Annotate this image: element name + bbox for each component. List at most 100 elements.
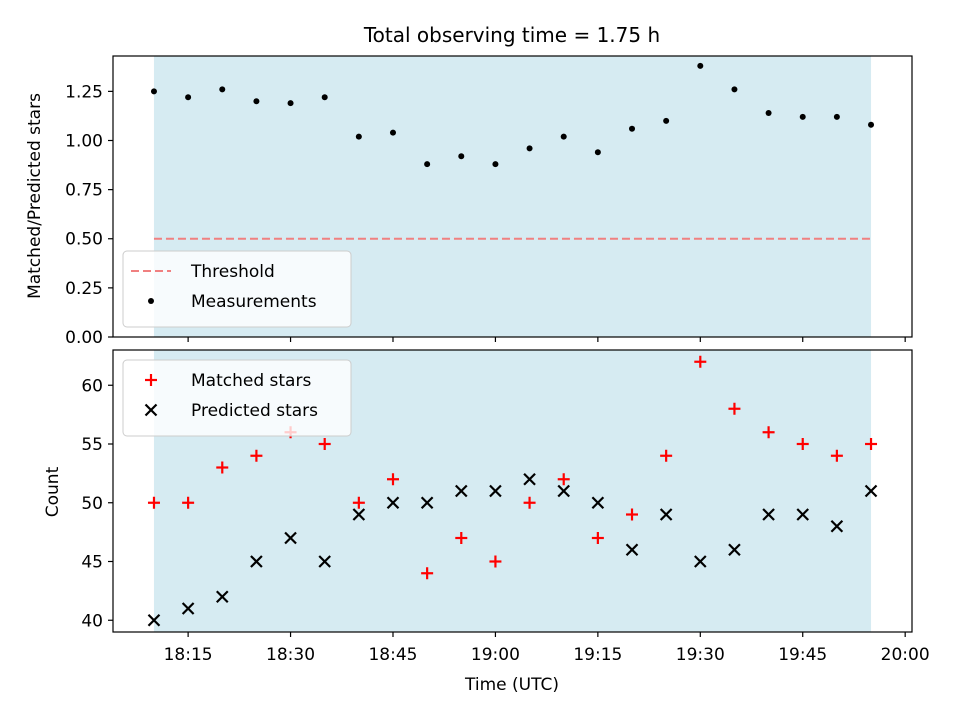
- x-tick-label: 18:45: [368, 645, 417, 665]
- matched-stars-point: [591, 532, 604, 544]
- matched-stars-point: [557, 473, 570, 486]
- predicted-stars-point: [455, 484, 468, 498]
- measurements-point: [492, 161, 499, 168]
- x-axis-label: Time (UTC): [464, 675, 559, 695]
- matched-stars-point: [352, 496, 365, 509]
- y-tick-label: 0.75: [65, 181, 103, 201]
- legend-predicted-stars-swatch: [144, 403, 158, 417]
- x-tick-label: 19:45: [778, 645, 827, 665]
- predicted-stars-point: [694, 555, 707, 568]
- predicted-stars-point: [625, 543, 639, 557]
- y-tick-label: 55: [81, 435, 103, 455]
- measurements-point: [458, 153, 465, 160]
- measurements-point: [560, 133, 567, 140]
- predicted-stars-point: [728, 543, 741, 557]
- predicted-stars-point: [284, 531, 297, 545]
- matched-stars-point: [762, 426, 775, 439]
- y-axis-label-top: Matched/Predicted stars: [25, 93, 45, 299]
- predicted-stars-point: [215, 590, 229, 604]
- legend-box: [122, 359, 352, 437]
- y-tick-label: 1.25: [65, 82, 103, 102]
- legend-measurements-label: Measurements: [191, 292, 317, 312]
- measurements-point: [833, 113, 840, 120]
- x-tick-label: 18:30: [266, 645, 315, 665]
- x-tick-label: 20:00: [881, 645, 930, 665]
- matched-stars-point: [386, 473, 399, 486]
- matched-stars-point: [660, 449, 673, 462]
- matched-stars-point: [216, 461, 229, 474]
- count-subplot: 40 45 50 55 60 18:15 18:30 18:45 19:00 19:15 19:30…: [81, 349, 930, 665]
- x-tick-label: 18:15: [164, 645, 213, 665]
- legend: Threshold Measurements: [122, 250, 352, 328]
- matched-stars-point: [455, 532, 468, 544]
- predicted-stars-point: [591, 496, 605, 510]
- measurements-point: [594, 149, 601, 156]
- legend-matched-stars-label: Matched stars: [191, 371, 311, 391]
- predicted-stars-point: [386, 496, 400, 510]
- measurements-point: [355, 133, 362, 140]
- x-tick-label: 19:15: [573, 645, 622, 665]
- predicted-stars-point: [864, 484, 878, 498]
- matched-stars-point: [489, 555, 502, 568]
- measurements-point: [253, 98, 260, 105]
- measurements-point: [731, 86, 738, 93]
- predicted-stars-point: [830, 519, 844, 533]
- y-tick-label: 40: [81, 611, 103, 631]
- matched-stars-point: [796, 438, 809, 450]
- predicted-stars-point: [557, 484, 570, 498]
- legend-predicted-stars-label: Predicted stars: [191, 401, 318, 421]
- x-tick-label: 19:30: [676, 645, 725, 665]
- predicted-stars-point: [659, 508, 673, 521]
- y-axis-label-bottom: Count: [43, 466, 63, 517]
- legend-box: [122, 250, 352, 328]
- predicted-stars-point: [181, 602, 195, 615]
- y-tick-label: 45: [81, 553, 103, 573]
- matched-stars-point: [830, 449, 843, 462]
- measurements-point: [765, 109, 772, 116]
- legend-threshold-label: Threshold: [190, 262, 275, 282]
- matched-stars-point: [694, 355, 707, 368]
- axes-frame: [112, 349, 913, 633]
- matched-stars-point: [147, 496, 160, 509]
- predicted-stars-point: [420, 496, 434, 510]
- chart-title: Total observing time = 1.75 h: [363, 23, 660, 47]
- measurements-point: [526, 145, 533, 152]
- y-tick-label: 60: [81, 376, 103, 396]
- predicted-stars-point: [318, 555, 331, 568]
- predicted-stars-point: [489, 484, 502, 498]
- predicted-stars-point: [762, 508, 775, 521]
- matched-stars-point: [728, 402, 741, 415]
- measurements-point: [219, 86, 226, 93]
- matched-stars-point: [250, 449, 263, 462]
- predicted-stars-point: [250, 555, 263, 568]
- measurements-point: [868, 121, 875, 128]
- predicted-stars-point: [352, 508, 366, 521]
- measurements-point: [185, 94, 192, 101]
- axes-frame: [112, 55, 913, 338]
- matched-stars-point: [318, 438, 331, 450]
- matched-stars-point: [865, 438, 878, 450]
- y-tick-label: 0.00: [65, 328, 103, 348]
- predicted-stars-point: [796, 508, 810, 521]
- legend: Matched stars Predicted stars: [122, 359, 352, 437]
- matched-stars-point: [523, 496, 536, 509]
- measurements-point: [321, 94, 328, 101]
- matched-stars-point: [182, 496, 195, 509]
- y-tick-label: 0.50: [65, 230, 103, 250]
- predicted-stars-point: [147, 613, 161, 627]
- y-tick-label: 0.25: [65, 279, 103, 299]
- measurements-point: [629, 125, 636, 132]
- legend-measurements-swatch: [148, 298, 154, 304]
- measurements-point: [424, 161, 431, 168]
- measurements-point: [663, 117, 670, 124]
- y-tick-label: 50: [81, 494, 103, 514]
- legend-matched-stars-swatch: [145, 374, 157, 386]
- measurements-point: [389, 129, 396, 136]
- y-tick-label: 1.00: [65, 131, 103, 151]
- ratio-subplot: 0.00 0.25 0.50 0.75 1.00 1.25 Threshold Measure…: [65, 55, 913, 348]
- matched-stars-point: [421, 567, 434, 580]
- x-tick-label: 19:00: [471, 645, 520, 665]
- matched-stars-point: [626, 508, 639, 521]
- measurements-point: [287, 100, 294, 107]
